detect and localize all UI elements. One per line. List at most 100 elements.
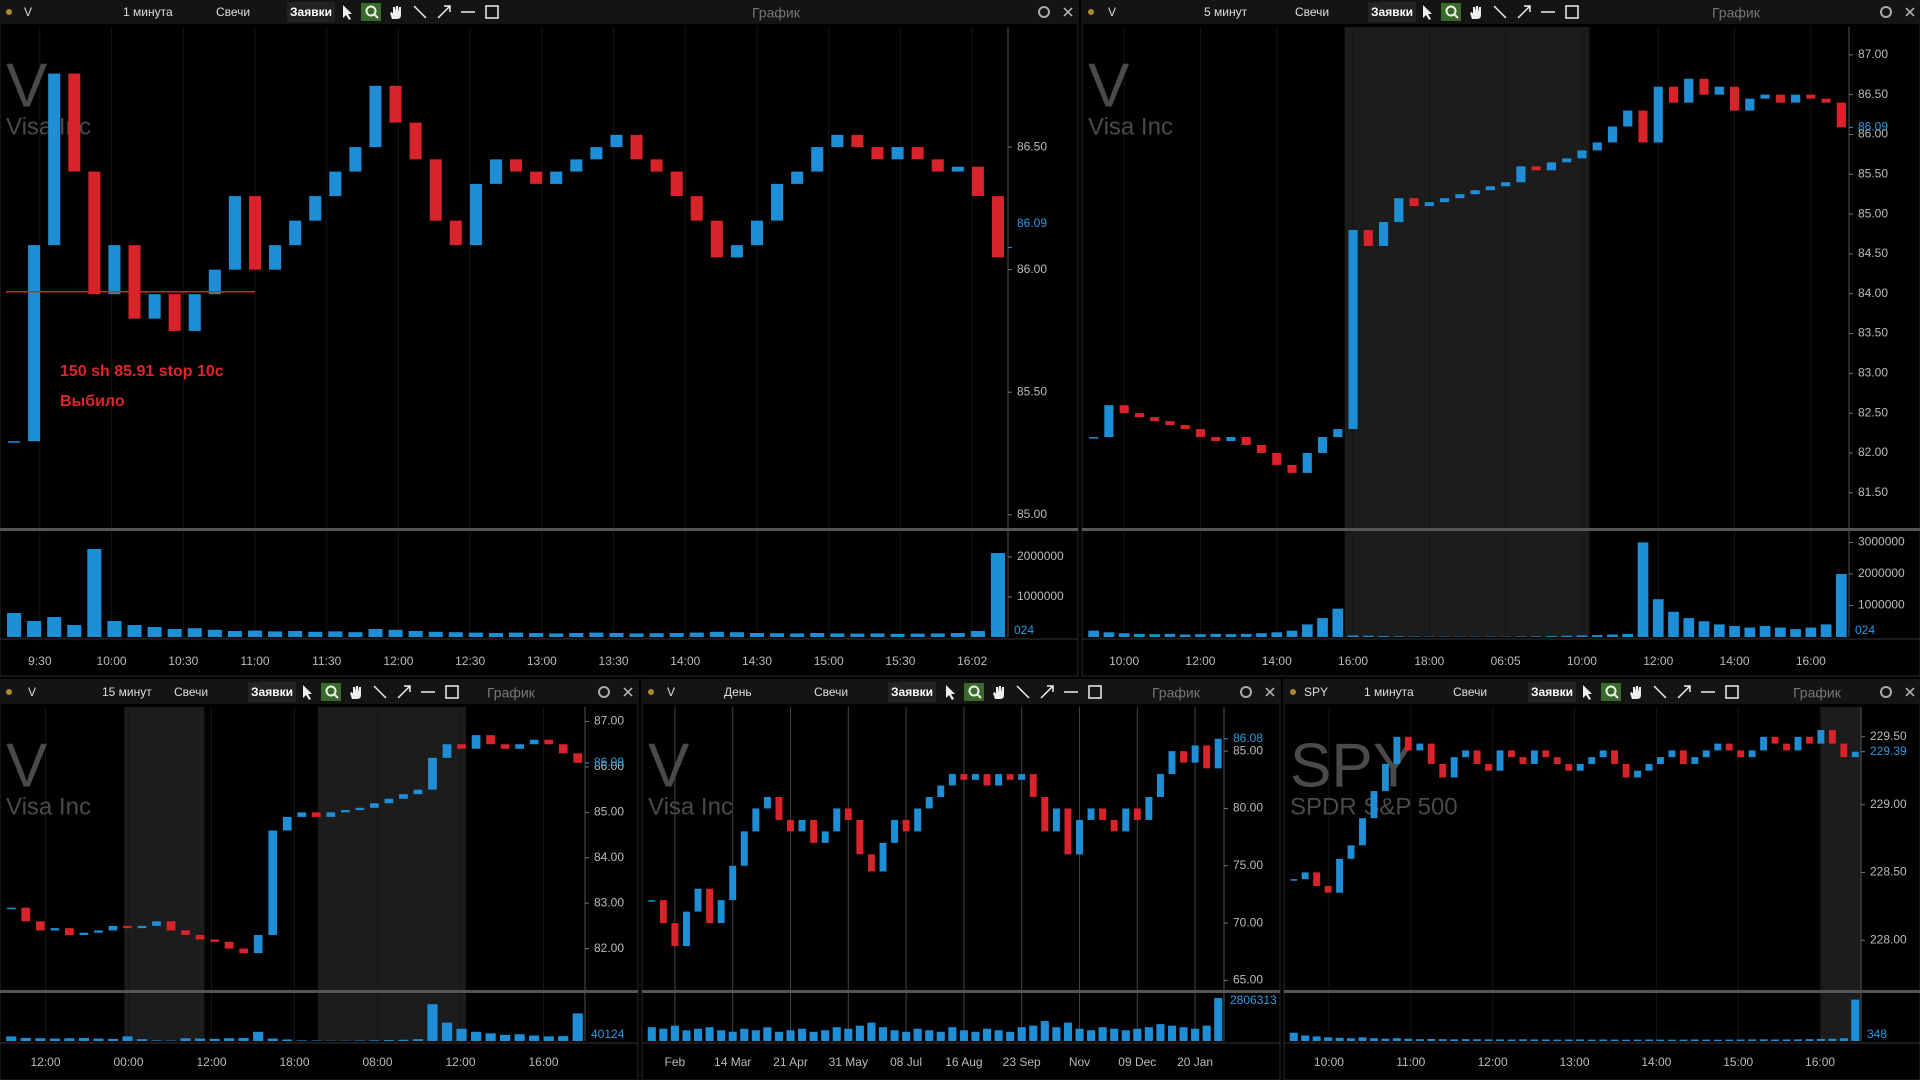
candle xyxy=(469,183,482,246)
tool-icon[interactable] xyxy=(1040,685,1054,699)
volume-bar xyxy=(1103,632,1115,637)
style-field[interactable]: Свечи xyxy=(174,685,208,699)
volume-bar xyxy=(64,1038,75,1041)
symbol-field[interactable]: SPY xyxy=(1304,685,1328,699)
candle xyxy=(1168,751,1176,775)
tool-icon[interactable] xyxy=(437,5,451,19)
tool-icon[interactable] xyxy=(485,5,499,19)
volume-bar xyxy=(1637,542,1649,637)
tool-icon[interactable] xyxy=(968,685,982,699)
volume-bar xyxy=(1335,1037,1344,1041)
tool-icon[interactable] xyxy=(993,686,1004,699)
candle xyxy=(971,774,979,780)
candle xyxy=(1546,162,1557,171)
candle xyxy=(88,171,101,295)
candle xyxy=(750,220,764,246)
tool-icon[interactable] xyxy=(325,685,339,699)
close-icon[interactable] xyxy=(1905,7,1915,17)
tool-icon[interactable] xyxy=(946,685,955,700)
orders-button[interactable]: Заявки xyxy=(891,685,933,699)
volume-bar xyxy=(970,631,985,637)
volume-bar xyxy=(238,1037,249,1041)
style-field[interactable]: Свечи xyxy=(814,685,848,699)
panel-dot xyxy=(6,689,12,695)
timeframe-field[interactable]: 1 минута xyxy=(1364,685,1414,699)
candle xyxy=(515,744,524,749)
volume-bar xyxy=(1378,636,1389,637)
candle xyxy=(1501,182,1511,187)
style-field[interactable]: Свечи xyxy=(1295,5,1329,19)
symbol-field[interactable]: V xyxy=(667,685,675,699)
orders-button[interactable]: Заявки xyxy=(251,685,293,699)
volume-bar xyxy=(1729,625,1740,637)
close-icon[interactable] xyxy=(1905,687,1915,697)
style-field[interactable]: Свечи xyxy=(1453,685,1487,699)
orders-button[interactable]: Заявки xyxy=(1371,5,1413,19)
volume-bar xyxy=(1836,573,1847,637)
style-field[interactable]: Свечи xyxy=(216,5,250,19)
ray-head xyxy=(1047,685,1054,692)
settings-icon[interactable] xyxy=(1038,6,1050,18)
close-icon[interactable] xyxy=(1265,687,1275,697)
tool-icon[interactable] xyxy=(1016,685,1030,699)
candle xyxy=(1684,78,1694,103)
settings-icon[interactable] xyxy=(1240,686,1252,698)
tool-icon[interactable] xyxy=(1470,6,1481,19)
candle xyxy=(1791,94,1801,103)
tool-icon[interactable] xyxy=(1725,685,1739,699)
orders-button[interactable]: Заявки xyxy=(290,5,332,19)
settings-icon[interactable] xyxy=(1880,686,1892,698)
timeframe-field[interactable]: День xyxy=(724,685,752,699)
tool-icon[interactable] xyxy=(1565,5,1579,19)
current-volume-label: 024 xyxy=(1014,623,1034,637)
tool-icon[interactable] xyxy=(1423,5,1432,20)
volume-bar xyxy=(368,629,383,637)
tool-icon[interactable] xyxy=(350,686,361,699)
tool-icon[interactable] xyxy=(1630,686,1641,699)
rect-icon xyxy=(1088,685,1102,699)
volume-bar xyxy=(1210,633,1222,637)
tool-icon[interactable] xyxy=(1677,685,1691,699)
tool-icon[interactable] xyxy=(1605,685,1619,699)
close-icon[interactable] xyxy=(1063,7,1073,17)
tool-icon[interactable] xyxy=(373,685,387,699)
candle xyxy=(1180,751,1188,763)
tool-icon[interactable] xyxy=(1583,685,1592,700)
tool-icon[interactable] xyxy=(343,5,352,20)
orders-button[interactable]: Заявки xyxy=(1531,685,1573,699)
tool-icon[interactable] xyxy=(1445,5,1459,19)
x-tick-label: 11:00 xyxy=(240,654,269,668)
tool-icon[interactable] xyxy=(445,685,459,699)
close-icon[interactable] xyxy=(623,687,633,697)
candle xyxy=(891,819,899,843)
settings-icon[interactable] xyxy=(1880,6,1892,18)
tool-icon[interactable] xyxy=(303,685,312,700)
timeframe-field[interactable]: 15 минут xyxy=(102,685,152,699)
candle xyxy=(948,774,956,786)
tool-icon[interactable] xyxy=(390,6,401,19)
volume-bar xyxy=(821,1030,830,1041)
tool-icon[interactable] xyxy=(1653,685,1667,699)
tool-icon[interactable] xyxy=(1088,685,1102,699)
candle xyxy=(355,807,365,811)
candle xyxy=(228,196,241,270)
candle xyxy=(914,808,922,832)
tool-icon[interactable] xyxy=(397,685,411,699)
settings-icon[interactable] xyxy=(598,686,610,698)
rect-icon xyxy=(485,5,499,19)
timeframe-field[interactable]: 1 минута xyxy=(123,5,173,19)
toolbar xyxy=(642,680,1280,704)
tool-icon[interactable] xyxy=(1493,5,1507,19)
candle xyxy=(489,159,502,184)
volume-bar xyxy=(1564,1039,1573,1041)
x-tick-label: 9:30 xyxy=(28,654,52,668)
symbol-field[interactable]: V xyxy=(1108,5,1116,19)
tool-icon[interactable] xyxy=(1517,5,1531,19)
window-title: График xyxy=(1793,685,1842,701)
timeframe-field[interactable]: 5 минут xyxy=(1204,5,1248,19)
symbol-field[interactable]: V xyxy=(24,5,32,19)
tool-icon[interactable] xyxy=(413,5,427,19)
tool-icon[interactable] xyxy=(365,5,379,19)
symbol-field[interactable]: V xyxy=(28,685,36,699)
candle xyxy=(208,269,221,295)
